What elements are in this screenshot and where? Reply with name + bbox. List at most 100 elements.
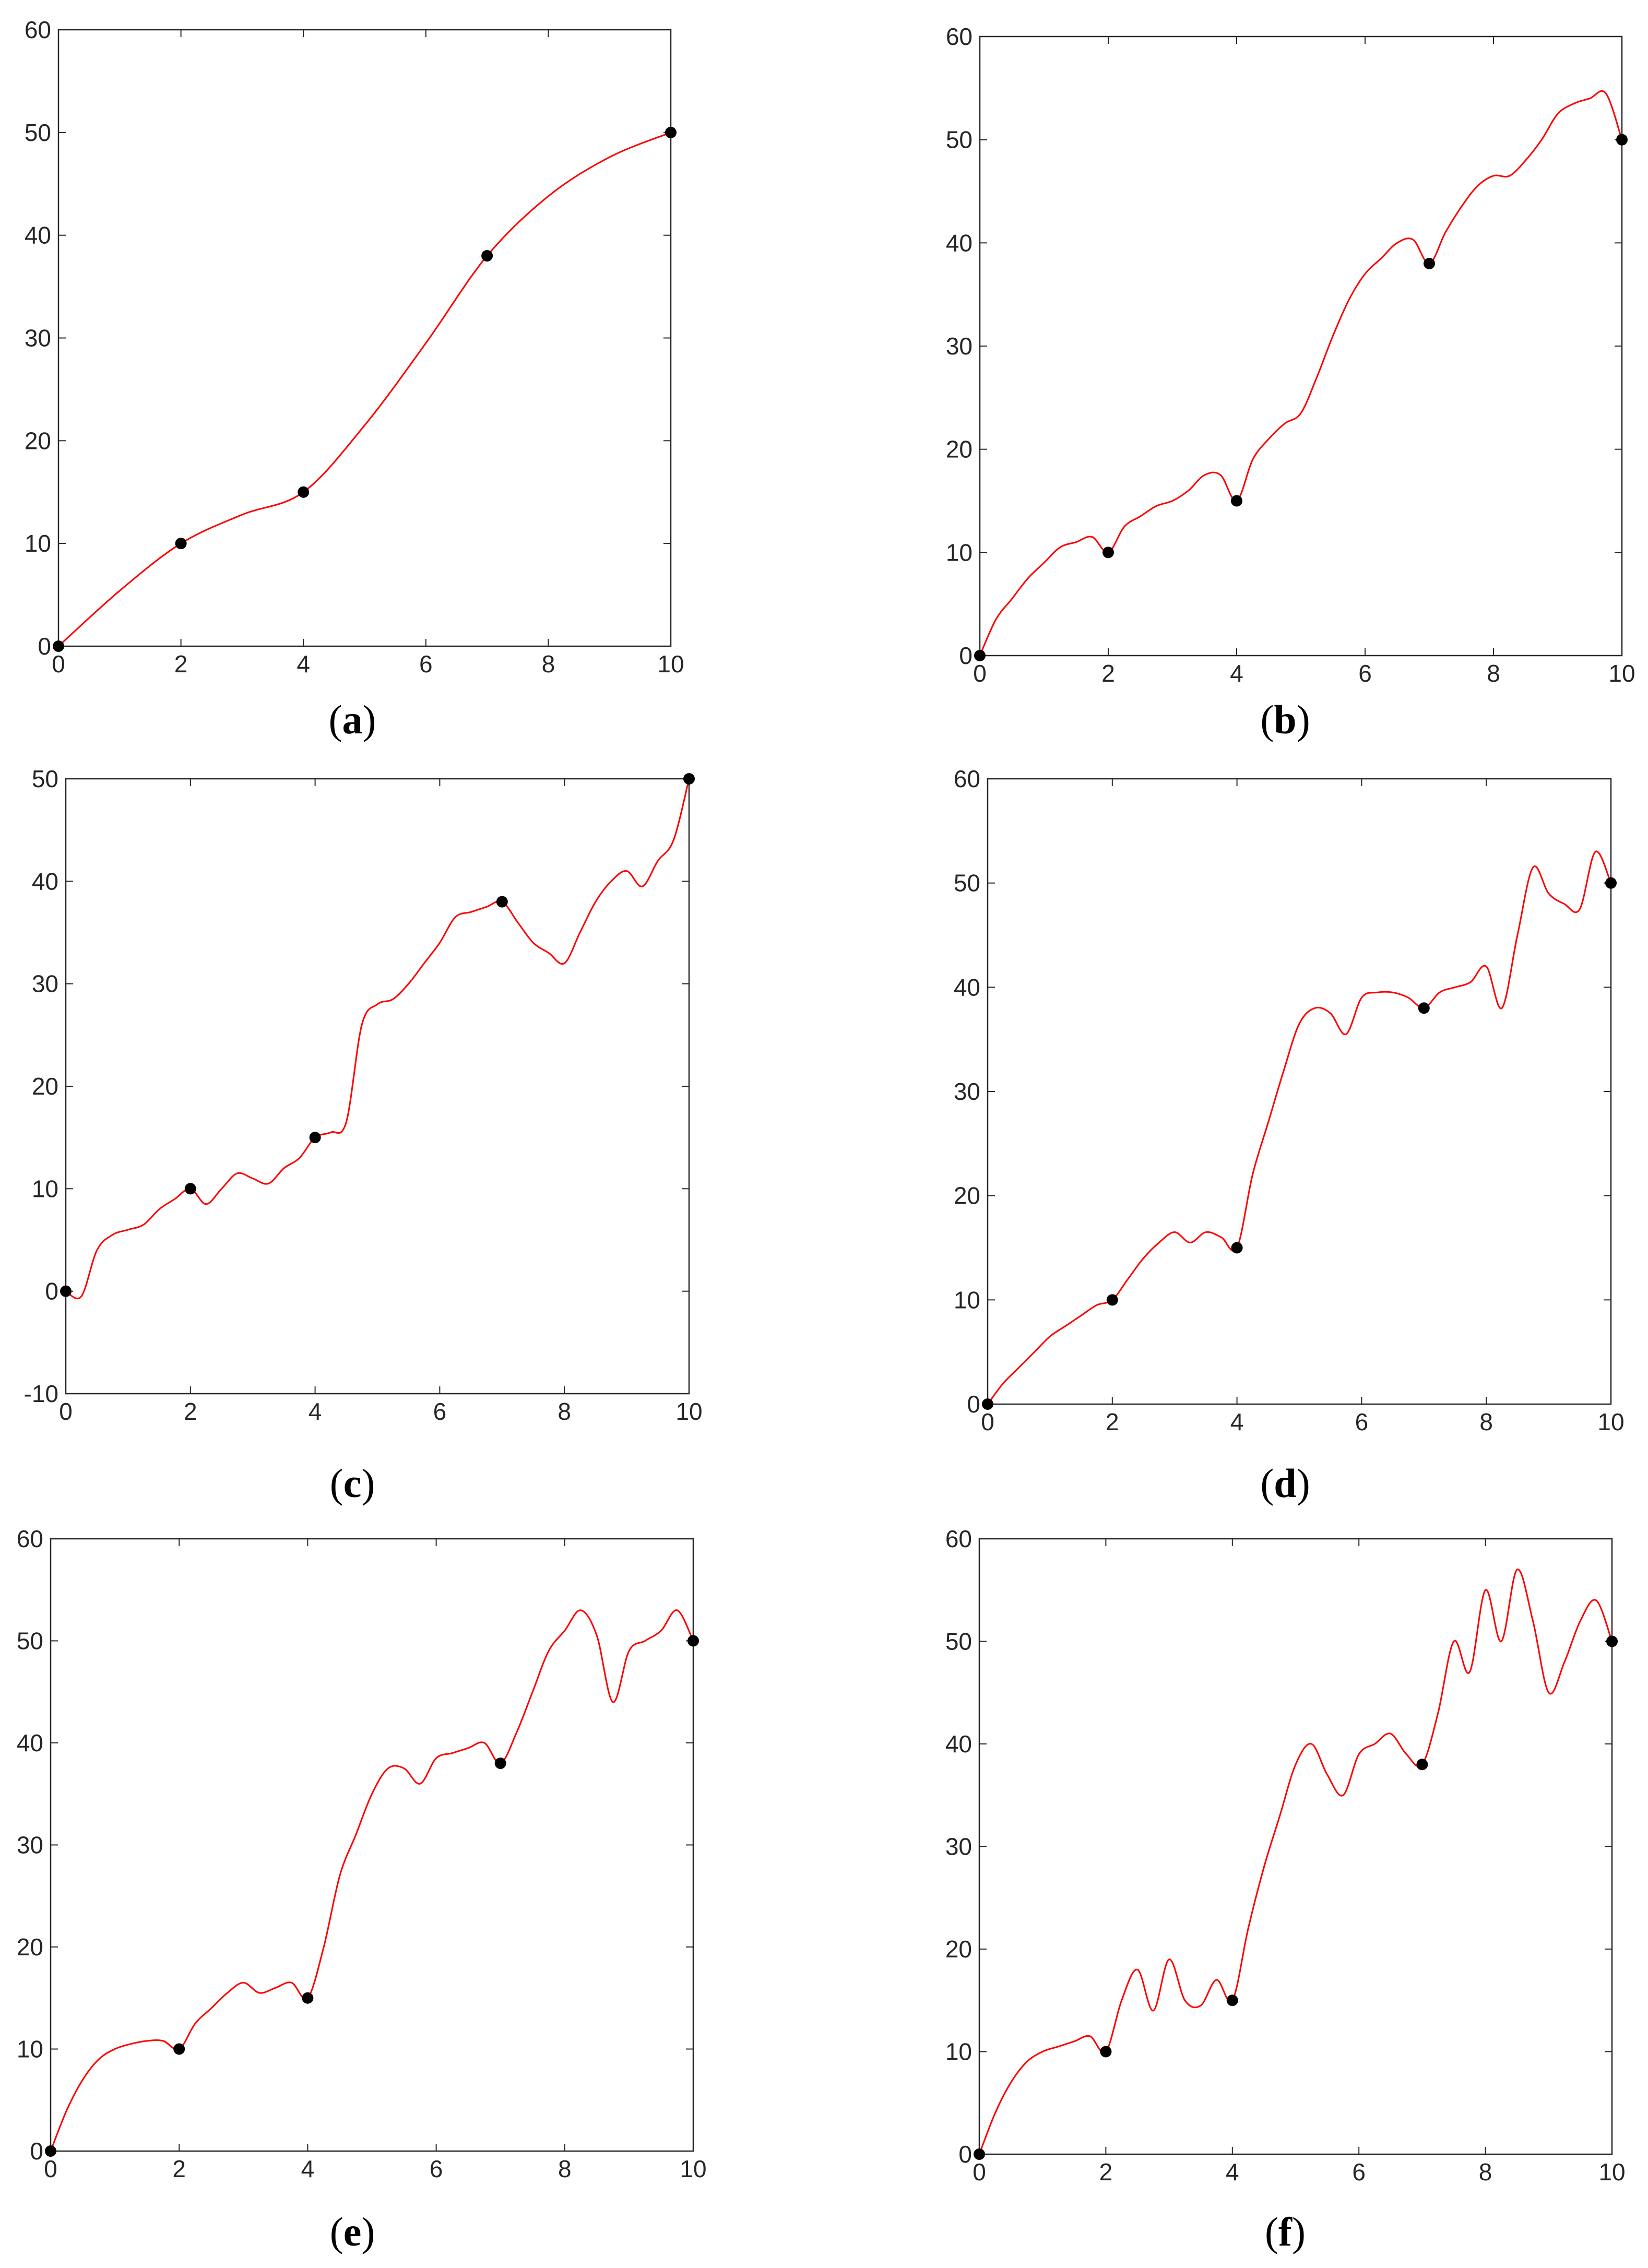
- x-tick-label: 6: [1358, 660, 1372, 687]
- interpolation-point: [481, 250, 493, 262]
- y-tick-label: -10: [24, 1380, 58, 1407]
- y-tick-label: 50: [954, 870, 980, 897]
- y-tick-label: 30: [32, 970, 58, 998]
- y-tick-label: 40: [17, 1729, 43, 1756]
- y-tick-label: 40: [25, 222, 51, 249]
- interpolation-point: [1606, 1635, 1618, 1647]
- y-tick-label: 10: [32, 1175, 58, 1202]
- x-tick-label: 0: [973, 2158, 986, 2186]
- interpolation-point: [1616, 134, 1628, 146]
- x-tick-label: 0: [52, 650, 65, 678]
- x-tick-label: 0: [973, 660, 987, 687]
- y-tick-label: 50: [17, 1628, 43, 1655]
- panel-f: (f) 0 2 4 6 8 10 0 10 20 30 40 50 60: [945, 1525, 1626, 2254]
- y-tick-label: 60: [25, 16, 51, 43]
- interpolation-point: [1605, 877, 1617, 889]
- y-tick-label: 10: [17, 2036, 43, 2063]
- caption-f-letter: f: [1278, 2209, 1293, 2254]
- y-tick-label: 20: [945, 1935, 972, 1963]
- x-tick-label: 10: [1598, 2158, 1625, 2186]
- x-tick-label: 4: [1226, 2158, 1239, 2186]
- panel-e: (e) 0 2 4 6 8 10 0 10 20 30 40 50 60: [17, 1525, 707, 2254]
- x-tick-label: 10: [1597, 1408, 1624, 1435]
- interpolation-point: [1106, 1294, 1118, 1306]
- x-tick-label: 8: [1479, 2158, 1492, 2186]
- interpolation-point: [1100, 2046, 1112, 2058]
- y-tick-label: 30: [17, 1832, 43, 1859]
- y-tick-label: 30: [25, 325, 51, 352]
- x-tick-label: 2: [174, 650, 188, 678]
- x-tick-label: 8: [558, 2155, 572, 2182]
- x-tick-label: 10: [657, 650, 684, 678]
- interpolation-point: [683, 773, 695, 785]
- series-line-f: [978, 1569, 1613, 2155]
- x-tick-label: 10: [675, 1398, 702, 1425]
- y-tick-label: 10: [25, 530, 51, 557]
- caption-c-letter: c: [343, 1460, 362, 1506]
- plot-frame-c: [65, 778, 690, 1395]
- x-tick-label: 2: [1106, 1408, 1119, 1435]
- interpolation-point: [1416, 1759, 1428, 1771]
- y-tick-label: 0: [38, 633, 51, 660]
- y-tick-label: 50: [946, 126, 973, 153]
- x-tick-label: 10: [680, 2155, 706, 2182]
- x-tick-label: 6: [433, 1398, 447, 1425]
- caption-a: (a): [329, 697, 376, 742]
- series-line-a: [57, 132, 671, 647]
- interpolation-point: [298, 486, 310, 498]
- y-tick-label: 40: [946, 229, 973, 256]
- interpolation-point: [1102, 547, 1114, 559]
- y-tick-label: 40: [32, 868, 58, 895]
- y-tick-label: 50: [945, 1628, 972, 1655]
- interpolation-point: [974, 650, 986, 661]
- y-tick-label: 40: [954, 973, 980, 1001]
- interpolation-point: [45, 2145, 56, 2157]
- caption-a-letter: a: [342, 697, 363, 742]
- plot-frame-d: [987, 778, 1612, 1405]
- interpolation-point: [494, 1758, 506, 1770]
- series-line-c: [65, 778, 690, 1300]
- interpolation-point: [687, 1635, 699, 1647]
- panel-b: (b) 0 2 4 6 8 10 0 10 20 30 40 50 60: [946, 23, 1635, 742]
- series-line-d: [987, 850, 1612, 1405]
- y-tick-label: 0: [30, 2138, 43, 2165]
- x-tick-label: 8: [1487, 660, 1500, 687]
- x-tick-label: 4: [297, 650, 310, 678]
- y-tick-label: 10: [954, 1286, 980, 1313]
- y-tick-label: 50: [25, 119, 51, 146]
- x-tick-label: 2: [1101, 660, 1115, 687]
- x-tick-label: 0: [59, 1398, 73, 1425]
- y-tick-label: 0: [958, 2141, 972, 2168]
- x-tick-label: 8: [542, 650, 555, 678]
- interpolation-point: [60, 1285, 72, 1297]
- x-tick-label: 4: [309, 1398, 322, 1425]
- interpolation-point: [665, 126, 677, 138]
- x-tick-label: 8: [1479, 1408, 1493, 1435]
- x-tick-label: 10: [1608, 660, 1635, 687]
- x-tick-label: 2: [184, 1398, 197, 1425]
- y-tick-label: 30: [946, 333, 973, 360]
- caption-b-letter: b: [1274, 697, 1296, 742]
- y-tick-label: 10: [945, 2038, 972, 2065]
- x-tick-label: 8: [558, 1398, 571, 1425]
- panel-d: (d) 0 2 4 6 8 10 0 10 20 30 40 50 60: [954, 765, 1625, 1506]
- caption-e-letter: e: [343, 2209, 362, 2254]
- y-tick-label: 60: [954, 765, 980, 792]
- y-tick-label: 20: [32, 1073, 58, 1100]
- x-tick-label: 0: [44, 2155, 57, 2182]
- interpolation-point: [982, 1398, 993, 1410]
- y-tick-label: 40: [945, 1730, 972, 1758]
- interpolation-point: [175, 538, 187, 550]
- interpolation-point: [309, 1132, 321, 1144]
- interpolation-point: [496, 896, 508, 908]
- plot-frame-e: [50, 1538, 694, 2152]
- y-tick-label: 20: [946, 436, 973, 463]
- series-line-b: [979, 90, 1623, 656]
- y-tick-label: 50: [32, 765, 58, 792]
- x-tick-label: 2: [1099, 2158, 1113, 2186]
- caption-b: (b): [1260, 697, 1310, 742]
- x-tick-label: 2: [172, 2155, 186, 2182]
- y-tick-label: 10: [946, 539, 973, 566]
- x-tick-label: 6: [1352, 2158, 1366, 2186]
